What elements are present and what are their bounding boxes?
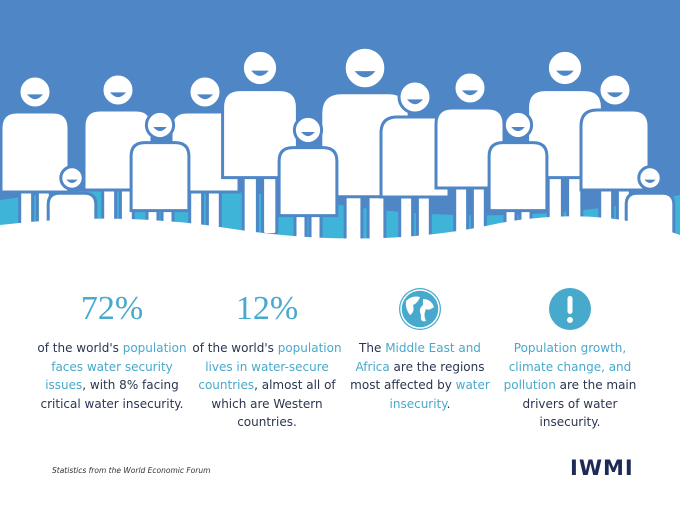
person: [277, 114, 339, 250]
person-smile: [462, 90, 478, 96]
alert-dot: [567, 317, 573, 323]
person-head: [342, 45, 388, 91]
ground-wave: [0, 216, 680, 265]
person-head: [292, 114, 324, 146]
person-body: [277, 146, 339, 218]
highlight-text: water insecurity: [389, 378, 490, 411]
globe-ring: [400, 289, 440, 329]
source-note: Statistics from the World Economic Forum: [52, 466, 211, 475]
person-smile: [27, 94, 43, 100]
person-head: [397, 79, 433, 115]
person-smile: [301, 132, 315, 137]
person-body: [0, 110, 71, 194]
person-smile: [556, 70, 574, 76]
text: , almost all of which are Western countr…: [211, 378, 336, 429]
person-smile: [644, 179, 656, 184]
text: are the regions most affected by: [350, 359, 485, 393]
person-head: [545, 48, 585, 88]
person-smile: [607, 92, 623, 98]
icon-circle: [399, 288, 441, 330]
icon-box: [495, 285, 645, 333]
highlight-text: population faces water security issues: [45, 341, 187, 392]
stat-heading: 12%: [235, 290, 299, 327]
person-body: [487, 141, 549, 213]
text: The: [359, 341, 386, 355]
person-head: [637, 165, 663, 191]
person-smile: [511, 127, 525, 132]
person-smile: [354, 71, 376, 78]
logo: IWMI: [570, 456, 634, 480]
text: of the world's: [37, 341, 123, 355]
person-head: [452, 70, 488, 106]
person-smile: [153, 127, 167, 132]
person-head: [100, 72, 136, 108]
person-smile: [407, 99, 423, 105]
stat-text: Population growth, climate change, and p…: [495, 339, 645, 432]
stat-column: The Middle East and Africa are the regio…: [345, 285, 495, 413]
text: of the world's: [192, 341, 278, 355]
person-smile: [251, 70, 269, 76]
highlight-text: Middle East and Africa: [355, 341, 481, 374]
person-head: [240, 48, 280, 88]
text: , with 8% facing critical water insecuri…: [40, 378, 184, 411]
text: are the main drivers of water insecurity…: [522, 378, 637, 429]
icon-box: [345, 285, 495, 333]
person-head: [59, 165, 85, 191]
person-smile: [110, 92, 126, 98]
person-head: [597, 72, 633, 108]
person-body: [129, 141, 191, 213]
people-illustration: [0, 0, 680, 250]
person-head: [502, 109, 534, 141]
stat-text: The Middle East and Africa are the regio…: [345, 339, 495, 413]
person-body: [579, 108, 651, 192]
person-head: [187, 74, 223, 110]
stat-column: 72% of the world's population faces water…: [37, 285, 187, 413]
stat-text: of the world's population faces water se…: [37, 339, 187, 413]
stat-column: Population growth, climate change, and p…: [495, 285, 645, 432]
person-head: [17, 74, 53, 110]
person-head: [144, 109, 176, 141]
stat-column: 12% of the world's population lives in wa…: [192, 285, 342, 432]
ground: [0, 216, 680, 265]
text: .: [446, 396, 451, 411]
icon: [399, 288, 441, 330]
person-smile: [197, 94, 213, 100]
stat-text: of the world's population lives in water…: [192, 339, 342, 432]
person-smile: [66, 179, 78, 184]
stat-heading: 72%: [80, 290, 144, 327]
person: [221, 48, 299, 237]
highlight-text: population lives in water-secure countri…: [198, 341, 342, 392]
icon: [549, 288, 591, 330]
alert-bar: [567, 296, 573, 314]
highlight-text: Population growth, climate change, and p…: [503, 341, 632, 392]
globe-land: [405, 296, 434, 322]
